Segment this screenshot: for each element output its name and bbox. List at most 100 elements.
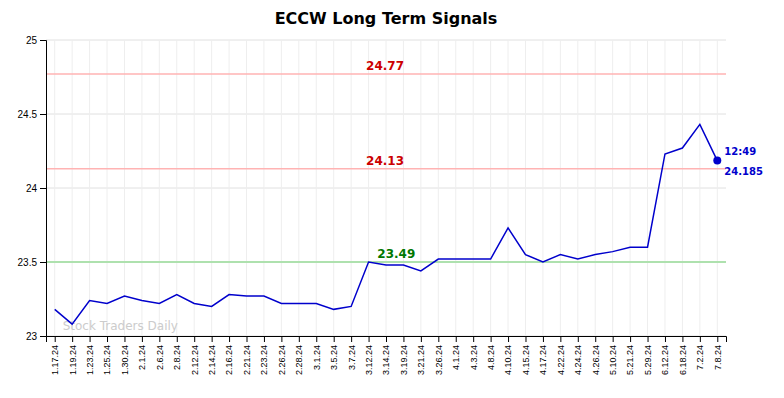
marker-label: 12:49	[724, 146, 756, 157]
x-tick-mark	[351, 336, 352, 342]
reference-line-label: 23.49	[377, 247, 415, 261]
x-tick-label: 2.14.24	[207, 345, 217, 375]
x-axis-line	[47, 337, 727, 343]
grid-line-x	[281, 40, 282, 336]
x-tick-mark	[247, 336, 248, 342]
x-tick-label: 3.7.24	[347, 345, 357, 370]
x-tick-mark	[299, 336, 300, 342]
x-tick: 2.23.24	[259, 336, 269, 375]
x-tick-mark	[700, 336, 701, 342]
x-tick-mark	[665, 336, 666, 342]
reference-line-label: 24.77	[366, 59, 404, 73]
x-tick-label: 4.3.24	[469, 345, 479, 370]
line	[55, 124, 718, 324]
marker-label: 24.185	[724, 166, 763, 177]
grid-line-x	[630, 40, 631, 336]
x-tick-mark	[473, 336, 474, 342]
x-tick: 2.1.24	[137, 336, 147, 370]
y-tick-label: 24	[26, 183, 38, 194]
y-axis-line	[40, 41, 47, 337]
y-tick-mark	[40, 262, 46, 263]
reference-line-label: 24.13	[366, 154, 404, 168]
grid-line-x	[333, 40, 334, 336]
x-tick: 1.25.24	[102, 336, 112, 375]
grid-line-x	[141, 40, 142, 336]
x-tick-mark	[421, 336, 422, 342]
grid-line-x	[176, 40, 177, 336]
grid-line-x	[612, 40, 613, 336]
x-tick-label: 2.8.24	[172, 345, 182, 370]
x-tick: 1.19.24	[68, 336, 78, 375]
grid-line-x	[682, 40, 683, 336]
grid-line-x	[664, 40, 665, 336]
y-tick-label: 25	[26, 35, 38, 46]
x-tick-mark	[613, 336, 614, 342]
reference-line	[46, 168, 726, 170]
x-tick: 2.28.24	[294, 336, 304, 375]
y-tick-label: 23.5	[18, 257, 38, 268]
x-tick: 3.1.24	[312, 336, 322, 370]
watermark: Stock Traders Daily	[63, 319, 178, 333]
x-tick-label: 3.1.24	[312, 345, 322, 370]
x-tick-label: 2.26.24	[277, 345, 287, 375]
grid-line-x	[438, 40, 439, 336]
x-tick-label: 4.17.24	[538, 345, 548, 375]
grid-line-y	[46, 262, 726, 263]
x-tick-label: 6.18.24	[678, 345, 688, 375]
x-tick-mark	[124, 336, 125, 342]
x-tick: 5.10.24	[608, 336, 618, 375]
x-tick-label: 2.21.24	[242, 345, 252, 375]
x-tick-mark	[386, 336, 387, 342]
grid-line-x	[560, 40, 561, 336]
x-tick: 4.26.24	[591, 336, 601, 375]
x-tick-label: 3.19.24	[399, 345, 409, 375]
x-tick-label: 4.24.24	[573, 345, 583, 375]
chart: Stock Traders Daily 24.77 24.13 23.49 12:49 2…	[0, 0, 784, 398]
x-tick-label: 5.10.24	[608, 345, 618, 375]
y-tick-mark	[40, 336, 46, 337]
x-tick-mark	[212, 336, 213, 342]
grid-line-x	[647, 40, 648, 336]
grid-line-x	[403, 40, 404, 336]
x-tick-label: 1.17.24	[50, 345, 60, 375]
x-tick-label: 2.28.24	[294, 345, 304, 375]
plot: Stock Traders Daily 24.77 24.13 23.49 12:49 2…	[18, 35, 763, 375]
x-tick-label: 1.23.24	[85, 345, 95, 375]
x-tick: 2.26.24	[277, 336, 287, 375]
x-tick-label: 1.30.24	[120, 345, 130, 375]
x-tick-label: 4.8.24	[486, 345, 496, 370]
grid-line-x	[263, 40, 264, 336]
x-tick: 5.21.24	[625, 336, 635, 375]
y-tick: 23.5	[18, 257, 46, 268]
x-tick-label: 1.25.24	[102, 345, 112, 375]
x-tick-mark	[142, 336, 143, 342]
x-tick: 3.5.24	[329, 336, 339, 370]
grid-line-x	[194, 40, 195, 336]
x-tick-mark	[229, 336, 230, 342]
x-tick-mark	[717, 336, 718, 342]
x-tick-mark	[578, 336, 579, 342]
x-tick: 4.3.24	[469, 336, 479, 370]
x-tick: 4.10.24	[503, 336, 513, 375]
grid-line-x	[211, 40, 212, 336]
grid-line-x	[699, 40, 700, 336]
x-tick-mark	[177, 336, 178, 342]
marks	[46, 74, 726, 324]
grid-line-x	[351, 40, 352, 336]
x-tick-label: 4.10.24	[503, 345, 513, 375]
x-axis: 1.17.24 1.19.24 1.23.24 1.25.24 1.30.24 2.1.2…	[47, 336, 727, 375]
x-tick-mark	[456, 336, 457, 342]
x-tick-mark	[55, 336, 56, 342]
x-tick-mark	[369, 336, 370, 342]
grid-line-x	[508, 40, 509, 336]
x-tick-label: 2.23.24	[259, 345, 269, 375]
grid-line-x	[595, 40, 596, 336]
x-tick-mark	[560, 336, 561, 342]
x-tick-label: 7.2.24	[695, 345, 705, 370]
x-tick: 6.18.24	[678, 336, 688, 375]
x-tick-mark	[281, 336, 282, 342]
x-tick-label: 2.12.24	[190, 345, 200, 375]
x-tick-mark	[264, 336, 265, 342]
x-tick: 3.12.24	[364, 336, 374, 375]
x-tick: 3.14.24	[381, 336, 391, 375]
